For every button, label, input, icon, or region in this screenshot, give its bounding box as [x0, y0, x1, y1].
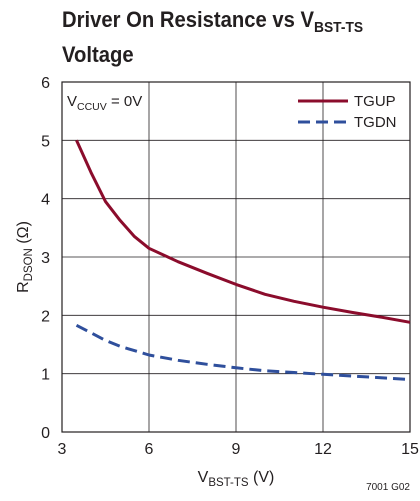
legend-label-tgdn: TGDN	[354, 114, 397, 131]
plot-frame	[61, 81, 411, 433]
annotation-main: V	[67, 93, 77, 110]
x-tick-label-9: 9	[232, 441, 241, 458]
y-tick-label-0: 0	[41, 425, 50, 442]
y-tick-labels: 0 1 2 3 4 5 6	[41, 75, 50, 442]
annotation: VCCUV = 0V	[67, 93, 142, 113]
grid-lines	[61, 81, 411, 433]
y-axis-label: RDSON (Ω)	[15, 221, 35, 293]
chart-title-subscript: BST-TS	[314, 19, 364, 36]
figure-id: 7001 G02	[366, 482, 410, 493]
x-axis-label-main: V	[198, 469, 209, 486]
y-axis-label-unit: (Ω)	[15, 221, 32, 248]
y-tick-label-2: 2	[41, 308, 50, 325]
chart-title: Driver On Resistance vs VBST-TS Voltage	[62, 6, 363, 68]
legend-label-tgup: TGUP	[354, 93, 396, 110]
y-tick-label-5: 5	[41, 133, 50, 150]
x-tick-label-12: 12	[314, 441, 332, 458]
x-tick-labels: 3 6 9 12 15	[58, 441, 419, 458]
legend: TGUP TGDN	[298, 93, 397, 131]
y-tick-label-6: 6	[41, 75, 50, 92]
chart-title-main: Driver On Resistance vs V	[62, 7, 315, 32]
series-line-tgup	[75, 139, 411, 324]
series-group	[75, 139, 411, 381]
x-tick-label-6: 6	[145, 441, 154, 458]
x-tick-label-15: 15	[401, 441, 419, 458]
annotation-subscript: CCUV	[77, 101, 107, 113]
y-axis-label-subscript: DSON	[23, 248, 35, 281]
x-axis-label: VBST-TS (V)	[198, 469, 275, 489]
chart-title-line2: Voltage	[62, 42, 134, 67]
y-axis-label-main: R	[15, 281, 32, 293]
y-tick-label-1: 1	[41, 367, 50, 384]
x-axis-label-subscript: BST-TS	[208, 477, 249, 489]
y-tick-label-4: 4	[41, 192, 50, 209]
y-tick-label-3: 3	[41, 250, 50, 267]
x-axis-label-unit: (V)	[249, 469, 275, 486]
x-tick-label-3: 3	[58, 441, 67, 458]
annotation-rest: = 0V	[107, 93, 142, 110]
series-line-tgdn	[75, 323, 411, 381]
